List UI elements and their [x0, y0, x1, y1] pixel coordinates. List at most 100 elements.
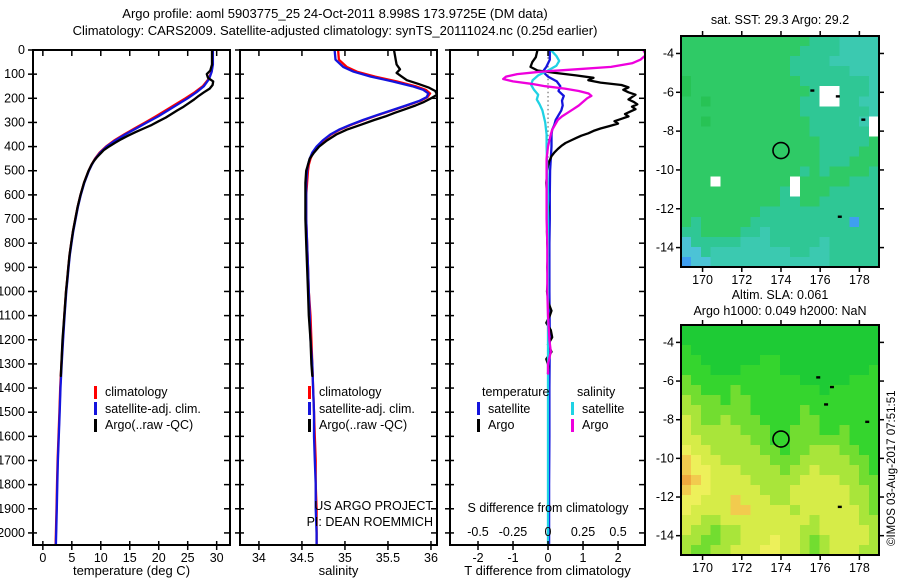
legend-item: satellite-adj. clim.	[308, 401, 415, 418]
climatology-swatch	[308, 385, 311, 399]
svg-text:-0.25: -0.25	[499, 525, 528, 539]
svg-text:0: 0	[545, 525, 552, 539]
svg-text:-1: -1	[507, 551, 518, 565]
float-position-marker	[772, 430, 790, 448]
sla-map-plot: 170 172 174 176 178 -4 -6 -8 -10 -12 -14	[656, 320, 884, 575]
salinity-axis-label: salinity	[318, 563, 359, 578]
svg-text:-4: -4	[663, 335, 674, 349]
argo-s-swatch	[571, 418, 574, 432]
temperature-legend: climatology satellite-adj. clim. Argo(..…	[94, 384, 201, 434]
svg-text:500: 500	[4, 164, 25, 178]
svg-text:178: 178	[849, 273, 870, 287]
svg-text:0.25: 0.25	[571, 525, 595, 539]
svg-text:172: 172	[731, 561, 752, 575]
svg-text:300: 300	[4, 115, 25, 129]
s-diff-caption: S difference from climatology	[467, 501, 629, 515]
svg-text:2: 2	[615, 551, 622, 565]
svg-text:0: 0	[39, 551, 46, 565]
argo-swatch	[94, 418, 97, 432]
legend-item: satellite-adj. clim.	[94, 401, 201, 418]
svg-text:25: 25	[181, 551, 195, 565]
svg-text:-12: -12	[656, 490, 674, 504]
svg-text:172: 172	[731, 273, 752, 287]
svg-text:1700: 1700	[0, 453, 25, 467]
svg-text:1900: 1900	[0, 502, 25, 516]
sst-map-plot: 170 172 174 176 178 -4 -6 -8 -10 -12 -14	[656, 31, 884, 287]
sst-map-title: sat. SST: 29.3 Argo: 29.2	[710, 13, 850, 27]
argo-t-swatch	[477, 418, 480, 432]
svg-text:-4: -4	[663, 46, 674, 60]
svg-text:1500: 1500	[0, 405, 25, 419]
tdiff-profile-plot: -2 -1 0 1 2 -0.5 -0.25 0 0.25 0.5	[445, 49, 646, 565]
project-caption-line2: PI: DEAN ROEMMICH	[306, 514, 433, 529]
svg-text:-6: -6	[663, 374, 674, 388]
svg-text:34: 34	[252, 551, 266, 565]
tdiff-legend-salinity: salinity satellite Argo	[571, 384, 624, 434]
svg-text:1: 1	[580, 551, 587, 565]
argo-swatch	[308, 418, 311, 432]
svg-text:-14: -14	[656, 529, 674, 543]
svg-text:178: 178	[849, 561, 870, 575]
svg-text:1200: 1200	[0, 333, 25, 347]
satellite-t-swatch	[477, 402, 480, 416]
svg-text:15: 15	[123, 551, 137, 565]
svg-text:20: 20	[152, 551, 166, 565]
svg-text:-8: -8	[663, 124, 674, 138]
svg-text:800: 800	[4, 236, 25, 250]
svg-text:0: 0	[18, 43, 25, 57]
legend-header: salinity	[577, 385, 616, 399]
imos-watermark: ©IMOS 03-Aug-2017 07:51:51	[886, 390, 898, 546]
salinity-legend: climatology satellite-adj. clim. Argo(..…	[308, 384, 415, 434]
climatology-swatch	[94, 385, 97, 399]
svg-text:1000: 1000	[0, 284, 25, 298]
satellite-adj-swatch	[94, 402, 97, 416]
svg-text:1100: 1100	[0, 309, 25, 323]
project-caption-line1: US ARGO PROJECT	[314, 499, 433, 513]
figure-title-line2: Climatology: CARS2009. Satellite-adjuste…	[72, 23, 598, 38]
legend-item: Argo(..raw -QC)	[308, 417, 415, 434]
legend-item: climatology	[308, 384, 415, 401]
legend-item: satellite	[477, 401, 549, 418]
satellite-adj-swatch	[308, 402, 311, 416]
svg-text:35.5: 35.5	[376, 551, 400, 565]
svg-text:-2: -2	[472, 551, 483, 565]
svg-text:700: 700	[4, 212, 25, 226]
svg-text:176: 176	[810, 561, 831, 575]
svg-text:-8: -8	[663, 413, 674, 427]
svg-text:176: 176	[810, 273, 831, 287]
legend-item: climatology	[94, 384, 201, 401]
svg-text:-14: -14	[656, 241, 674, 255]
figure-title-line1: Argo profile: aoml 5903775_25 24-Oct-201…	[122, 6, 548, 21]
legend-item: satellite	[571, 401, 624, 418]
svg-text:-6: -6	[663, 85, 674, 99]
svg-text:-12: -12	[656, 202, 674, 216]
sla-map-title1: Altim. SLA: 0.061	[731, 288, 829, 302]
satellite-s-swatch	[571, 402, 574, 416]
svg-text:36: 36	[424, 551, 438, 565]
temperature-axis-label: temperature (deg C)	[72, 563, 191, 578]
svg-text:200: 200	[4, 91, 25, 105]
svg-text:5: 5	[68, 551, 75, 565]
tdiff-axis-label: T difference from climatology	[464, 563, 631, 578]
svg-text:10: 10	[94, 551, 108, 565]
tdiff-legend-temperature: temperature satellite Argo	[477, 384, 549, 434]
svg-text:900: 900	[4, 260, 25, 274]
svg-text:600: 600	[4, 188, 25, 202]
temperature-profile-plot: 0 5 10 15 20 25 300100200300400500600700800900…	[0, 43, 231, 565]
svg-text:2000: 2000	[0, 526, 25, 540]
salinity-profile-plot: 34 34.5 35 35.5 36	[235, 49, 438, 565]
legend-item: Argo	[571, 417, 624, 434]
svg-text:1800: 1800	[0, 478, 25, 492]
project-caption: US ARGO PROJECT PI: DEAN ROEMMICH	[280, 499, 433, 530]
legend-item: Argo(..raw -QC)	[94, 417, 201, 434]
svg-text:170: 170	[692, 561, 713, 575]
float-position-marker	[772, 141, 790, 160]
svg-text:34.5: 34.5	[290, 551, 314, 565]
svg-text:-10: -10	[656, 163, 674, 177]
svg-text:1400: 1400	[0, 381, 25, 395]
svg-text:400: 400	[4, 140, 25, 154]
svg-text:170: 170	[692, 273, 713, 287]
svg-text:174: 174	[771, 273, 792, 287]
